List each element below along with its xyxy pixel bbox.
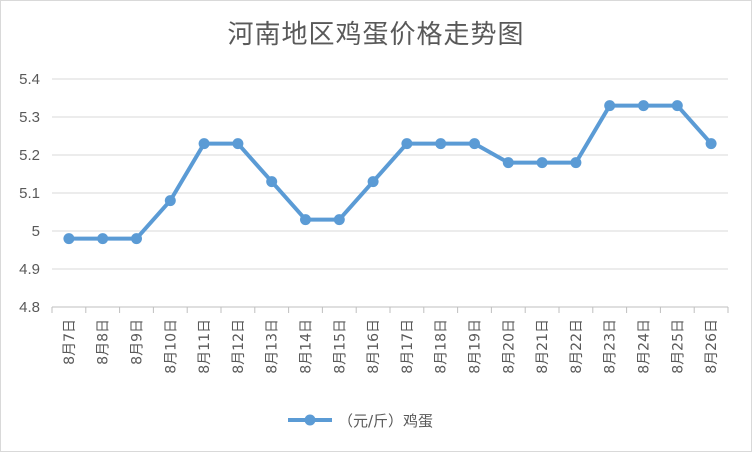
data-point: [97, 233, 109, 245]
x-tick-label: 8月13日: [265, 319, 281, 374]
series-layer: [63, 100, 717, 245]
x-tick-label: 8月12日: [231, 319, 247, 374]
x-tick-label: 8月24日: [637, 319, 653, 374]
x-tick-label: 8月17日: [400, 319, 416, 374]
x-tick-label: 8月22日: [569, 319, 585, 374]
y-axis-ticks: 4.8 4.9 5 5.1 5.2 5.3 5.4: [19, 71, 40, 316]
x-axis-ticks: 8月7日 8月8日 8月9日 8月10日 8月11日 8月12日 8月13日 8月14日 8月1…: [62, 319, 720, 374]
data-point: [333, 214, 345, 226]
x-tick-label: 8月14日: [299, 319, 315, 374]
data-point: [604, 100, 616, 112]
legend-label: （元/斤）鸡蛋: [338, 412, 433, 430]
data-point: [536, 157, 548, 169]
x-tick-label: 8月9日: [130, 319, 146, 365]
data-point: [63, 233, 75, 245]
data-point: [435, 138, 447, 150]
y-tick-label: 4.8: [19, 299, 40, 316]
y-tick-label: 5.3: [19, 109, 40, 126]
data-point: [198, 138, 210, 150]
chart-title: 河南地区鸡蛋价格走势图: [227, 20, 525, 50]
y-tick-label: 5.2: [19, 147, 40, 164]
y-tick-label: 4.9: [19, 261, 40, 278]
gridlines: [52, 78, 728, 308]
x-axis: [51, 306, 729, 313]
legend-marker: [304, 414, 316, 426]
data-point: [164, 195, 176, 207]
data-point: [502, 157, 514, 169]
data-point: [401, 138, 413, 150]
x-tick-label: 8月16日: [366, 319, 382, 374]
data-point: [638, 100, 649, 112]
data-point: [266, 176, 278, 188]
x-tick-label: 8月18日: [434, 319, 450, 374]
x-tick-label: 8月15日: [332, 319, 348, 374]
x-tick-label: 8月11日: [197, 319, 213, 374]
x-tick-label: 8月25日: [670, 319, 686, 374]
data-point: [705, 138, 717, 150]
series-line: [66, 103, 714, 241]
x-tick-label: 8月19日: [468, 319, 484, 374]
x-tick-label: 8月10日: [163, 319, 179, 374]
y-tick-label: 5: [32, 223, 40, 240]
legend: （元/斤）鸡蛋: [288, 412, 433, 430]
x-tick-label: 8月20日: [501, 319, 517, 374]
data-point: [300, 214, 311, 226]
x-tick-label: 8月7日: [62, 319, 78, 365]
data-point: [570, 157, 582, 169]
data-point: [232, 138, 244, 150]
x-tick-label: 8月21日: [535, 319, 551, 374]
data-point: [131, 233, 142, 245]
x-tick-label: 8月23日: [603, 319, 619, 374]
data-point: [671, 100, 683, 112]
x-tick-label: 8月8日: [96, 319, 112, 365]
y-tick-label: 5.1: [19, 185, 40, 202]
x-tick-label: 8月26日: [704, 319, 720, 374]
y-tick-label: 5.4: [19, 71, 40, 88]
data-point: [469, 138, 480, 150]
data-point: [367, 176, 379, 188]
